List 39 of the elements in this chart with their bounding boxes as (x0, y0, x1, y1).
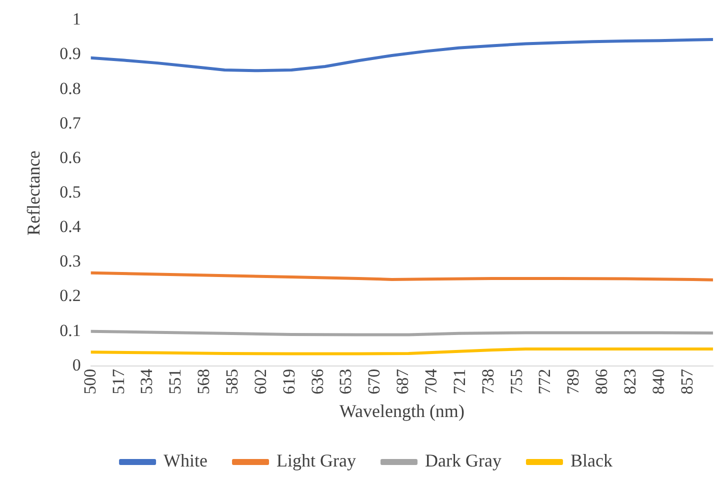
x-tick-label: 534 (137, 368, 156, 394)
x-tick-label: 551 (166, 368, 185, 394)
y-tick-label: 0.5 (60, 182, 81, 202)
y-tick-label: 0.6 (60, 148, 81, 167)
x-tick-label: 670 (364, 368, 384, 394)
y-tick-label: 0.2 (60, 286, 81, 306)
x-tick-label: 653 (336, 368, 356, 394)
x-tick-label: 568 (194, 368, 214, 394)
y-tick-label: 0 (72, 355, 81, 374)
x-tick-label: 755 (506, 368, 526, 394)
x-tick-label: 517 (108, 368, 128, 394)
x-tick-label: 704 (422, 368, 440, 394)
y-axis-title: Reflectance (24, 150, 44, 236)
x-tick-label: 772 (535, 368, 554, 394)
y-tick-label: 0.1 (60, 320, 81, 340)
legend-label: Dark Gray (425, 450, 502, 471)
legend-label: Light Gray (276, 450, 356, 471)
x-axis-title: Wavelength (nm) (339, 400, 464, 421)
y-tick-label: 1 (72, 10, 81, 29)
legend-label: White (164, 450, 208, 471)
x-tick-label: 789 (564, 368, 583, 394)
x-tick-label: 500 (80, 368, 100, 394)
y-tick-label: 0.8 (60, 78, 81, 98)
x-tick-label: 840 (648, 368, 668, 394)
x-tick-label: 857 (677, 368, 696, 394)
y-tick-label: 0.7 (60, 113, 82, 132)
x-tick-label: 806 (592, 368, 612, 394)
x-tick-label: 619 (279, 368, 298, 394)
x-tick-label: 823 (620, 368, 640, 394)
x-tick-label: 721 (450, 368, 469, 394)
x-tick-label: 738 (478, 368, 498, 394)
y-tick-label: 0.4 (60, 217, 82, 236)
x-tick-label: 687 (393, 368, 412, 394)
legend-label: Black (570, 450, 612, 471)
x-tick-label: 585 (222, 368, 242, 394)
y-tick-label: 0.3 (60, 252, 81, 271)
x-tick-label: 636 (308, 368, 327, 394)
y-tick-label: 0.9 (60, 44, 81, 64)
x-tick-label: 602 (250, 368, 270, 394)
